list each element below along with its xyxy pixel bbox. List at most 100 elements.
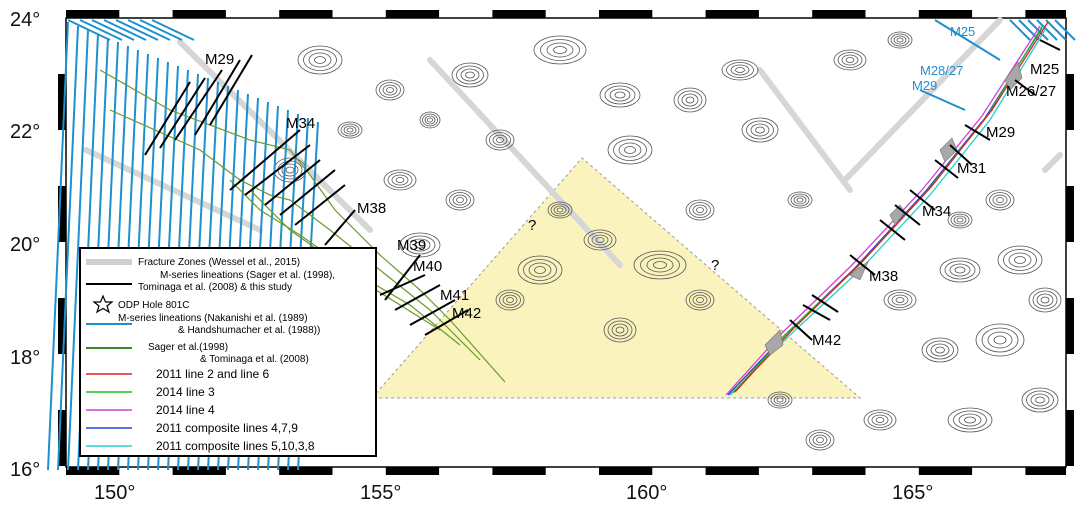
seamount-contour [387,172,413,188]
frame-tick-left [58,410,66,466]
frame-tick-left [58,298,66,354]
seamount-contour [953,215,967,225]
seamount-contour [875,417,885,423]
legend-m-series-blue: M-series lineations (Nakanishi et al. (1… [118,313,320,336]
black-lineation-west [384,254,421,301]
seamount-contour [556,207,564,213]
frame-tick-bottom [492,467,546,475]
seamount-contour [805,429,835,451]
seamount-contour [896,37,904,43]
seamount-contour [460,68,480,82]
seamount-contour [646,257,674,273]
seamount-contour [685,199,715,221]
seamount-contour [871,414,889,426]
seamount-contour [837,52,863,68]
seamount-contour [809,432,831,448]
y-tick-20: 20° [10,234,40,256]
frame-tick-top [599,10,653,18]
frame-tick-top [172,10,226,18]
seamount-contour [787,191,813,209]
seamount-contour [770,393,790,407]
seamount-contour [949,263,971,277]
frame-tick-bottom [66,467,120,475]
seamount-contour [776,397,784,403]
anomaly-profile-east [764,61,1023,356]
seamount-contour [591,234,609,246]
seamount-contour [546,42,574,58]
seamount-contour [947,211,973,229]
seamount-contour [891,294,909,306]
seamount-contour [887,31,913,49]
seamount-contour [346,127,354,133]
x-tick-150: 150° [94,482,135,504]
frame-tick-bottom [918,467,973,475]
seamount-contour [895,297,905,303]
seamount-contour [604,85,636,105]
seamount-contour [987,331,1013,349]
seamount-contour [812,434,828,446]
frame-tick-top [1025,10,1066,18]
black-lineation-west [279,169,336,216]
seamount-contour [993,335,1007,345]
label-m25-blue: M25 [950,24,975,39]
seamount-contour [424,115,436,125]
seamount-contour [427,117,433,123]
seamount-contour [547,201,573,219]
seamount-contour [867,412,893,428]
black-lineation-west [409,299,456,326]
black-lineation-west [159,77,206,149]
seamount-contour [1008,252,1032,268]
label-m41: M41 [440,287,469,304]
seamount-contour [996,197,1004,203]
seamount-contour [890,33,910,47]
label-m42-west: M42 [452,305,481,322]
study-area-triangle [370,157,862,399]
frame-tick-bottom [705,467,759,475]
seamount-contour [735,67,745,73]
seamount-contour [383,169,417,191]
seamount-contour [692,294,708,306]
seamount-contour [773,395,787,405]
seamount-contour [489,132,511,148]
seamount-contour [816,437,824,443]
seamount-contour [583,229,617,251]
seamount-contour [340,123,360,137]
legend-m-series-black: M-series lineations (Sager et al. (1998)… [138,270,338,293]
seamount-contour [506,297,514,303]
seamount-contour [956,217,964,223]
x-tick-160: 160° [626,482,667,504]
seamount-contour [767,391,793,409]
blue-lineation-northeast [1009,19,1031,41]
frame-tick-left [58,74,66,130]
black-lineations-east [789,39,1061,341]
seamount-contour [534,266,546,274]
black-lineation-west [209,54,253,126]
black-lineation-west [379,274,426,296]
seamount-contour [553,205,567,215]
blue-lineation-west [67,29,89,471]
frame-tick-top [812,10,866,18]
seamount-contour [528,262,552,278]
y-tick-24: 24° [10,9,40,31]
seamount-contour [833,49,867,71]
frame-tick-top [492,10,546,18]
frame-tick-bottom [812,467,866,475]
black-lineation-west [174,69,223,141]
seamount-contour [613,139,647,161]
black-lineation-west [324,209,356,246]
seamount-contour [337,121,363,139]
blue-lineation-west [57,25,79,471]
seamount-contour [422,113,438,127]
black-lineation-east [909,189,936,211]
blue-lineation-northeast [1045,19,1067,41]
seamount-contour [618,142,642,158]
label-m28-27-blue: M28/27 [920,63,963,78]
black-lineation-west [264,159,321,206]
seamount-contour [992,194,1008,206]
seamount-contour [449,192,471,208]
seamount-contour [550,203,570,217]
label-m39: M39 [397,237,426,254]
seamount-contour [595,237,605,243]
seamount-contour [696,207,704,213]
seamount-contour [755,126,765,134]
